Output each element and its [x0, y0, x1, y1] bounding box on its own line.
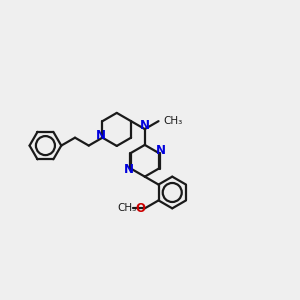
Text: O: O: [136, 202, 146, 215]
Text: N: N: [156, 144, 166, 157]
Text: N: N: [140, 119, 150, 132]
Text: N: N: [96, 129, 106, 142]
Text: N: N: [123, 163, 134, 176]
Text: CH₃: CH₃: [118, 203, 137, 213]
Text: CH₃: CH₃: [164, 116, 183, 126]
